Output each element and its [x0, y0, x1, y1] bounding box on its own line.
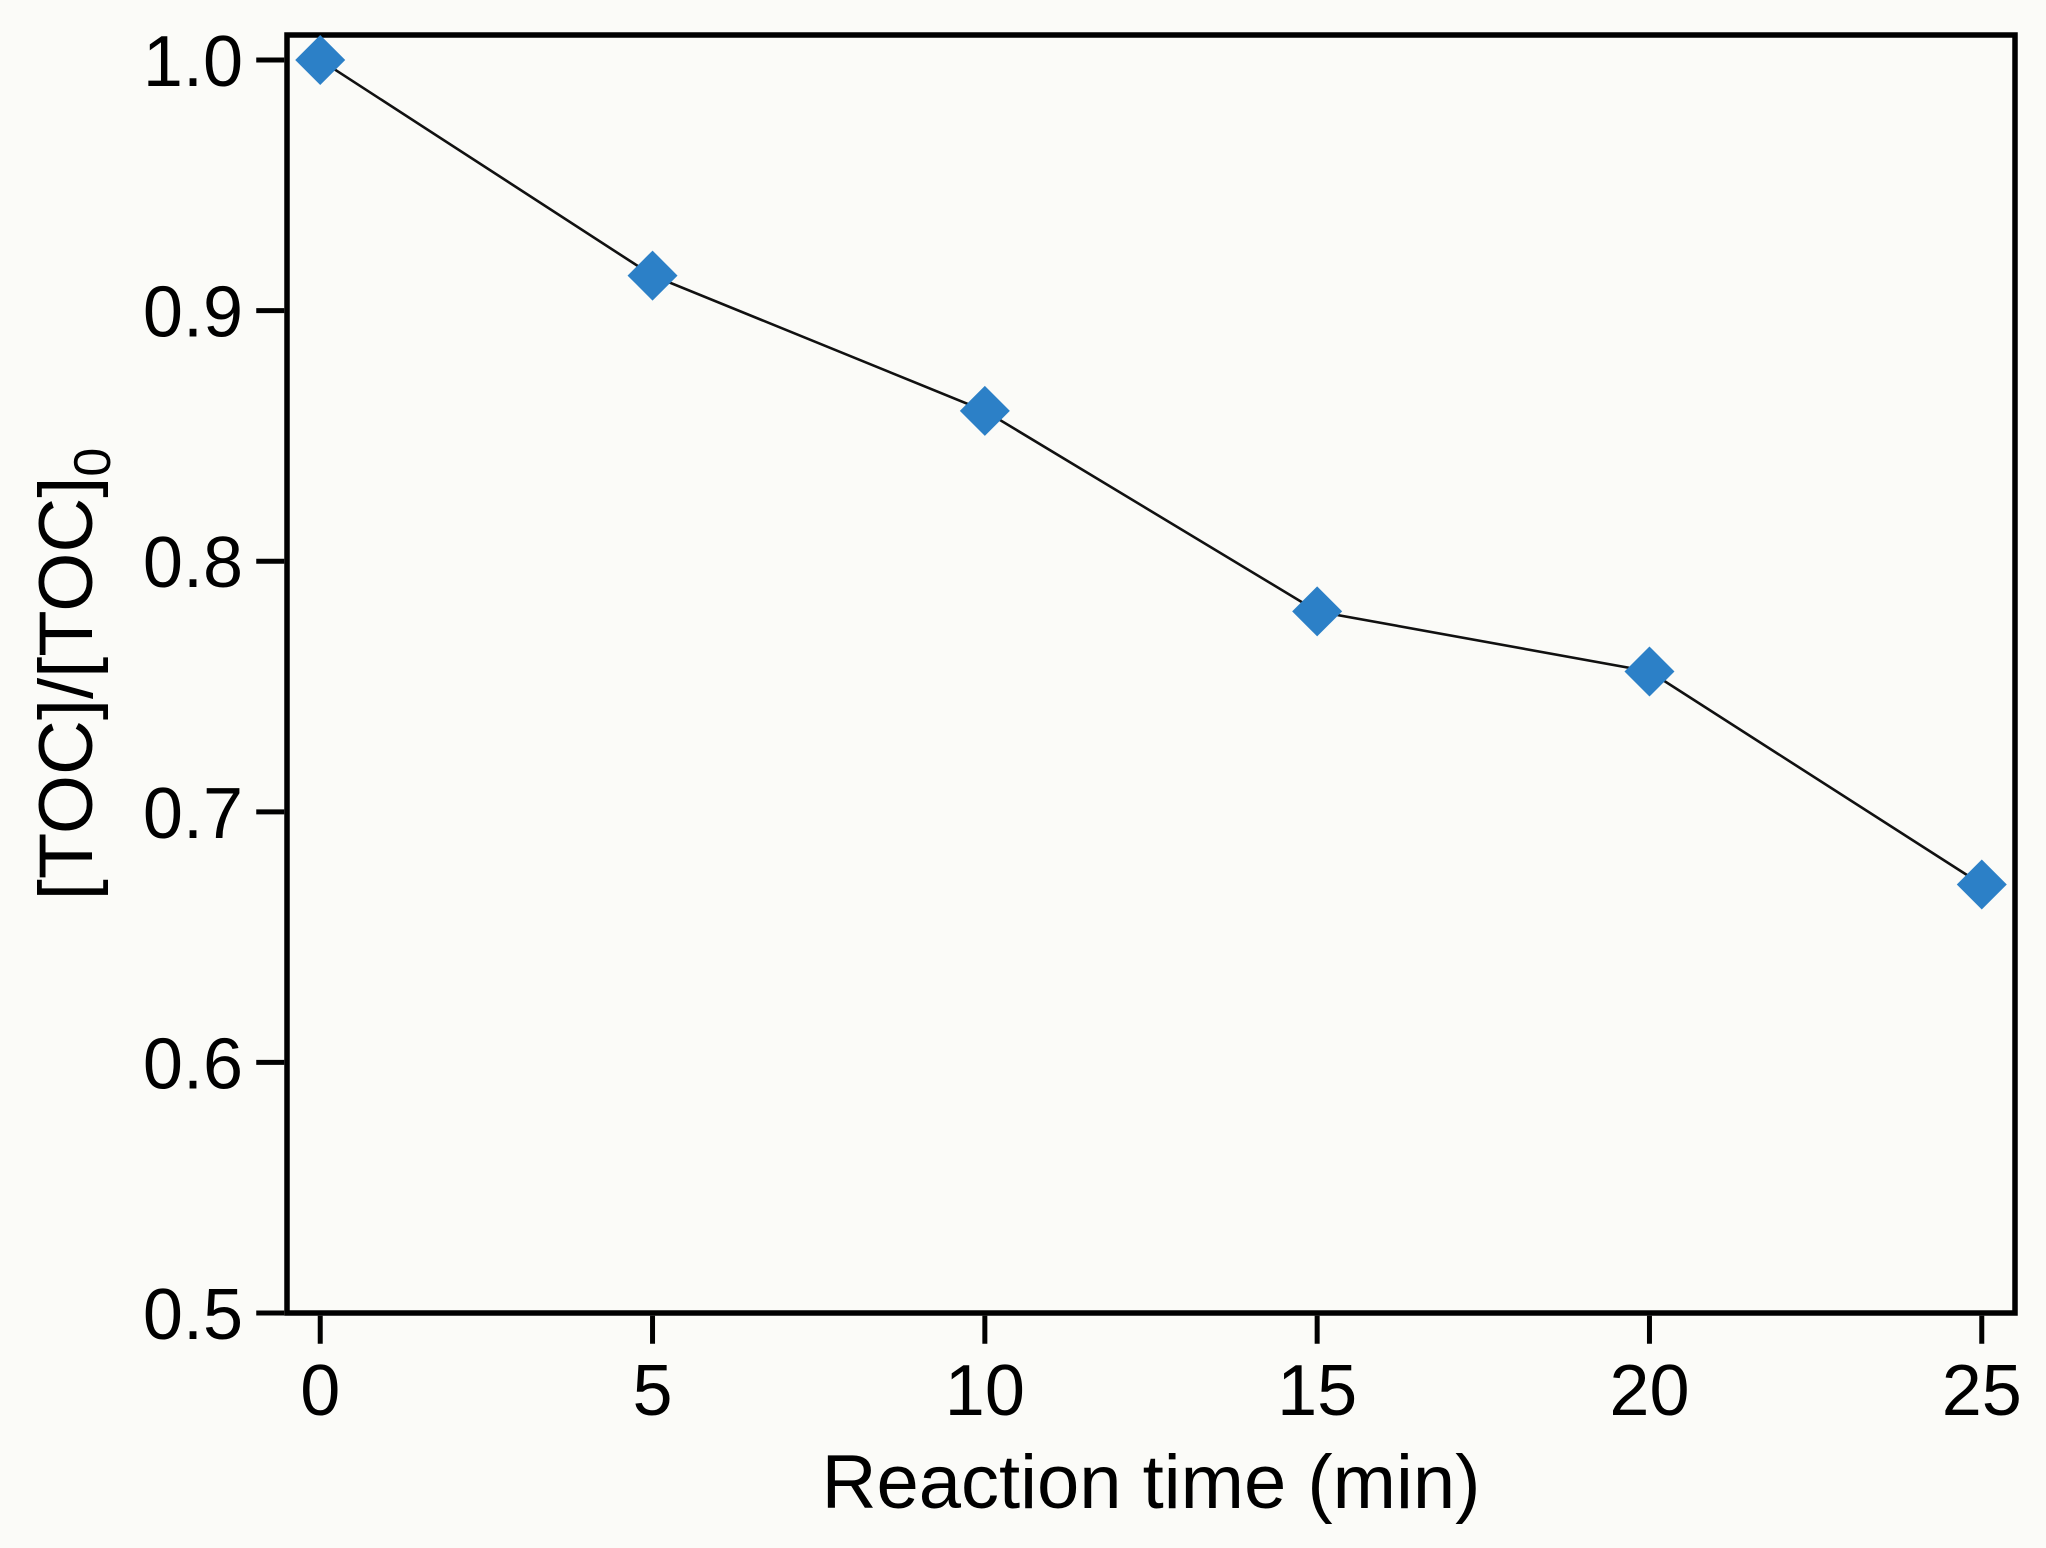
x-axis-title: Reaction time (min): [822, 1440, 1481, 1525]
x-tick-label: 25: [1942, 1351, 2022, 1431]
y-tick-label: 1.0: [143, 22, 243, 102]
x-tick-label: 0: [300, 1351, 340, 1431]
y-tick-label: 0.8: [143, 523, 243, 603]
data-point-marker: [959, 385, 1010, 436]
y-tick-label: 0.9: [143, 273, 243, 353]
plot-frame: [284, 32, 2018, 1316]
y-tick-label: 0.5: [143, 1275, 243, 1355]
y-axis-title-subscript: 0: [64, 448, 122, 477]
x-tick-label: 10: [945, 1351, 1025, 1431]
data-point-marker: [1956, 859, 2007, 910]
plot-area: 0 5 10 15 20 25 0.5 0.6 0.7 0.8 0.9 1.0: [143, 22, 2022, 1431]
data-point-marker: [295, 35, 346, 86]
data-point-marker: [627, 250, 678, 301]
x-tick-label: 15: [1277, 1351, 1357, 1431]
y-tick-label: 0.7: [143, 774, 243, 854]
y-axis-title: [TOC]/[TOC]0: [24, 448, 122, 901]
y-tick-label: 0.6: [143, 1024, 243, 1104]
data-point-marker: [1292, 586, 1343, 637]
data-point-marker: [1624, 646, 1675, 697]
x-tick-label: 5: [633, 1351, 673, 1431]
x-tick-label: 20: [1609, 1351, 1689, 1431]
series-line: [319, 58, 1983, 886]
y-axis-title-main: [TOC]/[TOC]: [24, 477, 109, 901]
